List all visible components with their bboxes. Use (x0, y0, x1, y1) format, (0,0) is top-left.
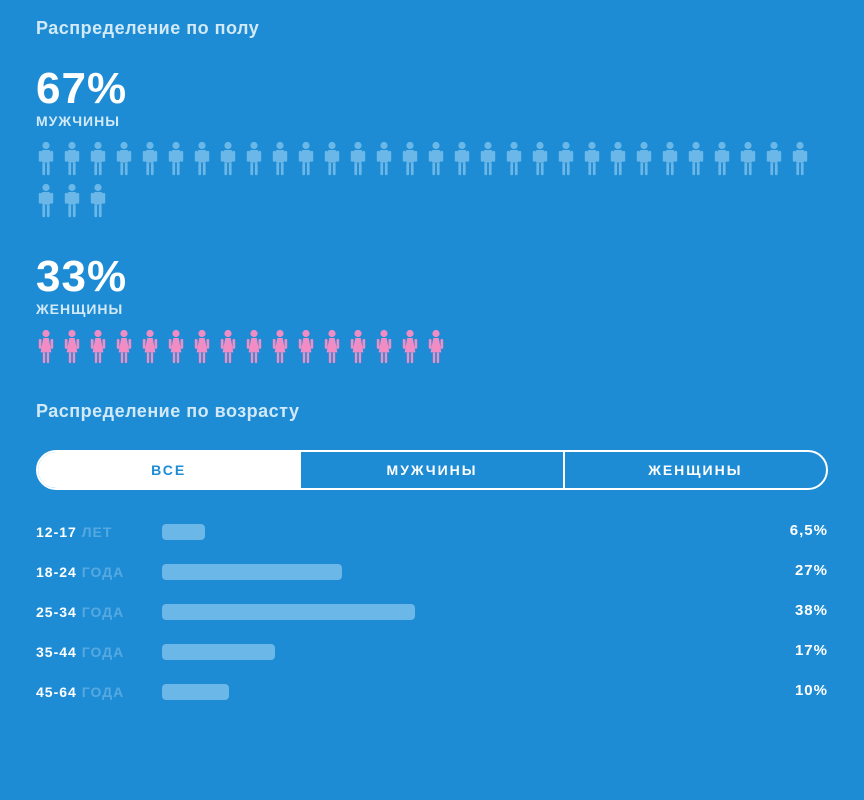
male-person-icon (556, 141, 576, 177)
female-person-icon (192, 329, 212, 365)
female-person-icon (270, 329, 290, 365)
age-row: 35-44 ГОДА 17% (36, 644, 828, 660)
age-row: 45-64 ГОДА 10% (36, 684, 828, 700)
age-value-label: 38% (795, 602, 828, 619)
male-person-icon (270, 141, 290, 177)
male-icon-row (36, 141, 828, 219)
age-row: 25-34 ГОДА 38% (36, 604, 828, 620)
male-person-icon (764, 141, 784, 177)
age-tabs: ВСЕМУЖЧИНЫЖЕНЩИНЫ (36, 450, 828, 490)
male-person-icon (634, 141, 654, 177)
male-person-icon (374, 141, 394, 177)
age-bar-fill (162, 604, 415, 620)
male-person-icon (504, 141, 524, 177)
male-person-icon (62, 183, 82, 219)
female-person-icon (244, 329, 264, 365)
female-person-icon (322, 329, 342, 365)
age-value-label: 27% (795, 562, 828, 579)
male-person-icon (452, 141, 472, 177)
age-bar-track: 38% (162, 604, 828, 620)
female-person-icon (218, 329, 238, 365)
male-block: 67% МУЖЧИНЫ (36, 67, 828, 219)
male-person-icon (322, 141, 342, 177)
male-person-icon (88, 183, 108, 219)
male-person-icon (608, 141, 628, 177)
age-bar-fill (162, 524, 205, 540)
male-person-icon (218, 141, 238, 177)
age-bar-list: 12-17 ЛЕТ 6,5% 18-24 ГОДА 27% 25-34 ГОДА 38% 3… (36, 524, 828, 700)
male-person-icon (686, 141, 706, 177)
age-range-label: 12-17 ЛЕТ (36, 524, 162, 540)
age-range-label: 45-64 ГОДА (36, 684, 162, 700)
male-person-icon (140, 141, 160, 177)
age-range-label: 35-44 ГОДА (36, 644, 162, 660)
age-bar-fill (162, 684, 229, 700)
male-person-icon (660, 141, 680, 177)
male-person-icon (192, 141, 212, 177)
age-section-title: Распределение по возрасту (36, 401, 828, 422)
male-person-icon (712, 141, 732, 177)
male-person-icon (790, 141, 810, 177)
female-person-icon (296, 329, 316, 365)
female-person-icon (166, 329, 186, 365)
age-bar-fill (162, 644, 275, 660)
female-percentage: 33% (36, 255, 828, 299)
female-person-icon (400, 329, 420, 365)
male-person-icon (400, 141, 420, 177)
male-person-icon (88, 141, 108, 177)
female-block: 33% ЖЕНЩИНЫ (36, 255, 828, 365)
male-person-icon (296, 141, 316, 177)
male-label: МУЖЧИНЫ (36, 113, 828, 129)
female-person-icon (88, 329, 108, 365)
female-person-icon (36, 329, 56, 365)
age-tab[interactable]: ВСЕ (38, 452, 301, 488)
male-person-icon (244, 141, 264, 177)
female-person-icon (114, 329, 134, 365)
age-value-label: 6,5% (790, 522, 828, 539)
age-bar-track: 17% (162, 644, 828, 660)
male-person-icon (582, 141, 602, 177)
male-person-icon (426, 141, 446, 177)
age-tab[interactable]: МУЖЧИНЫ (301, 452, 564, 488)
age-range-label: 18-24 ГОДА (36, 564, 162, 580)
age-bar-fill (162, 564, 342, 580)
age-bar-track: 10% (162, 684, 828, 700)
male-person-icon (478, 141, 498, 177)
male-percentage: 67% (36, 67, 828, 111)
age-value-label: 10% (795, 682, 828, 699)
age-tab[interactable]: ЖЕНЩИНЫ (565, 452, 826, 488)
male-person-icon (348, 141, 368, 177)
male-person-icon (36, 141, 56, 177)
female-label: ЖЕНЩИНЫ (36, 301, 828, 317)
age-bar-track: 6,5% (162, 524, 828, 540)
age-row: 18-24 ГОДА 27% (36, 564, 828, 580)
female-person-icon (348, 329, 368, 365)
female-person-icon (140, 329, 160, 365)
male-person-icon (738, 141, 758, 177)
age-bar-track: 27% (162, 564, 828, 580)
male-person-icon (114, 141, 134, 177)
female-person-icon (426, 329, 446, 365)
male-person-icon (166, 141, 186, 177)
gender-section-title: Распределение по полу (36, 18, 828, 39)
female-person-icon (62, 329, 82, 365)
male-person-icon (530, 141, 550, 177)
age-row: 12-17 ЛЕТ 6,5% (36, 524, 828, 540)
age-range-label: 25-34 ГОДА (36, 604, 162, 620)
age-value-label: 17% (795, 642, 828, 659)
male-person-icon (36, 183, 56, 219)
female-icon-row (36, 329, 828, 365)
female-person-icon (374, 329, 394, 365)
male-person-icon (62, 141, 82, 177)
